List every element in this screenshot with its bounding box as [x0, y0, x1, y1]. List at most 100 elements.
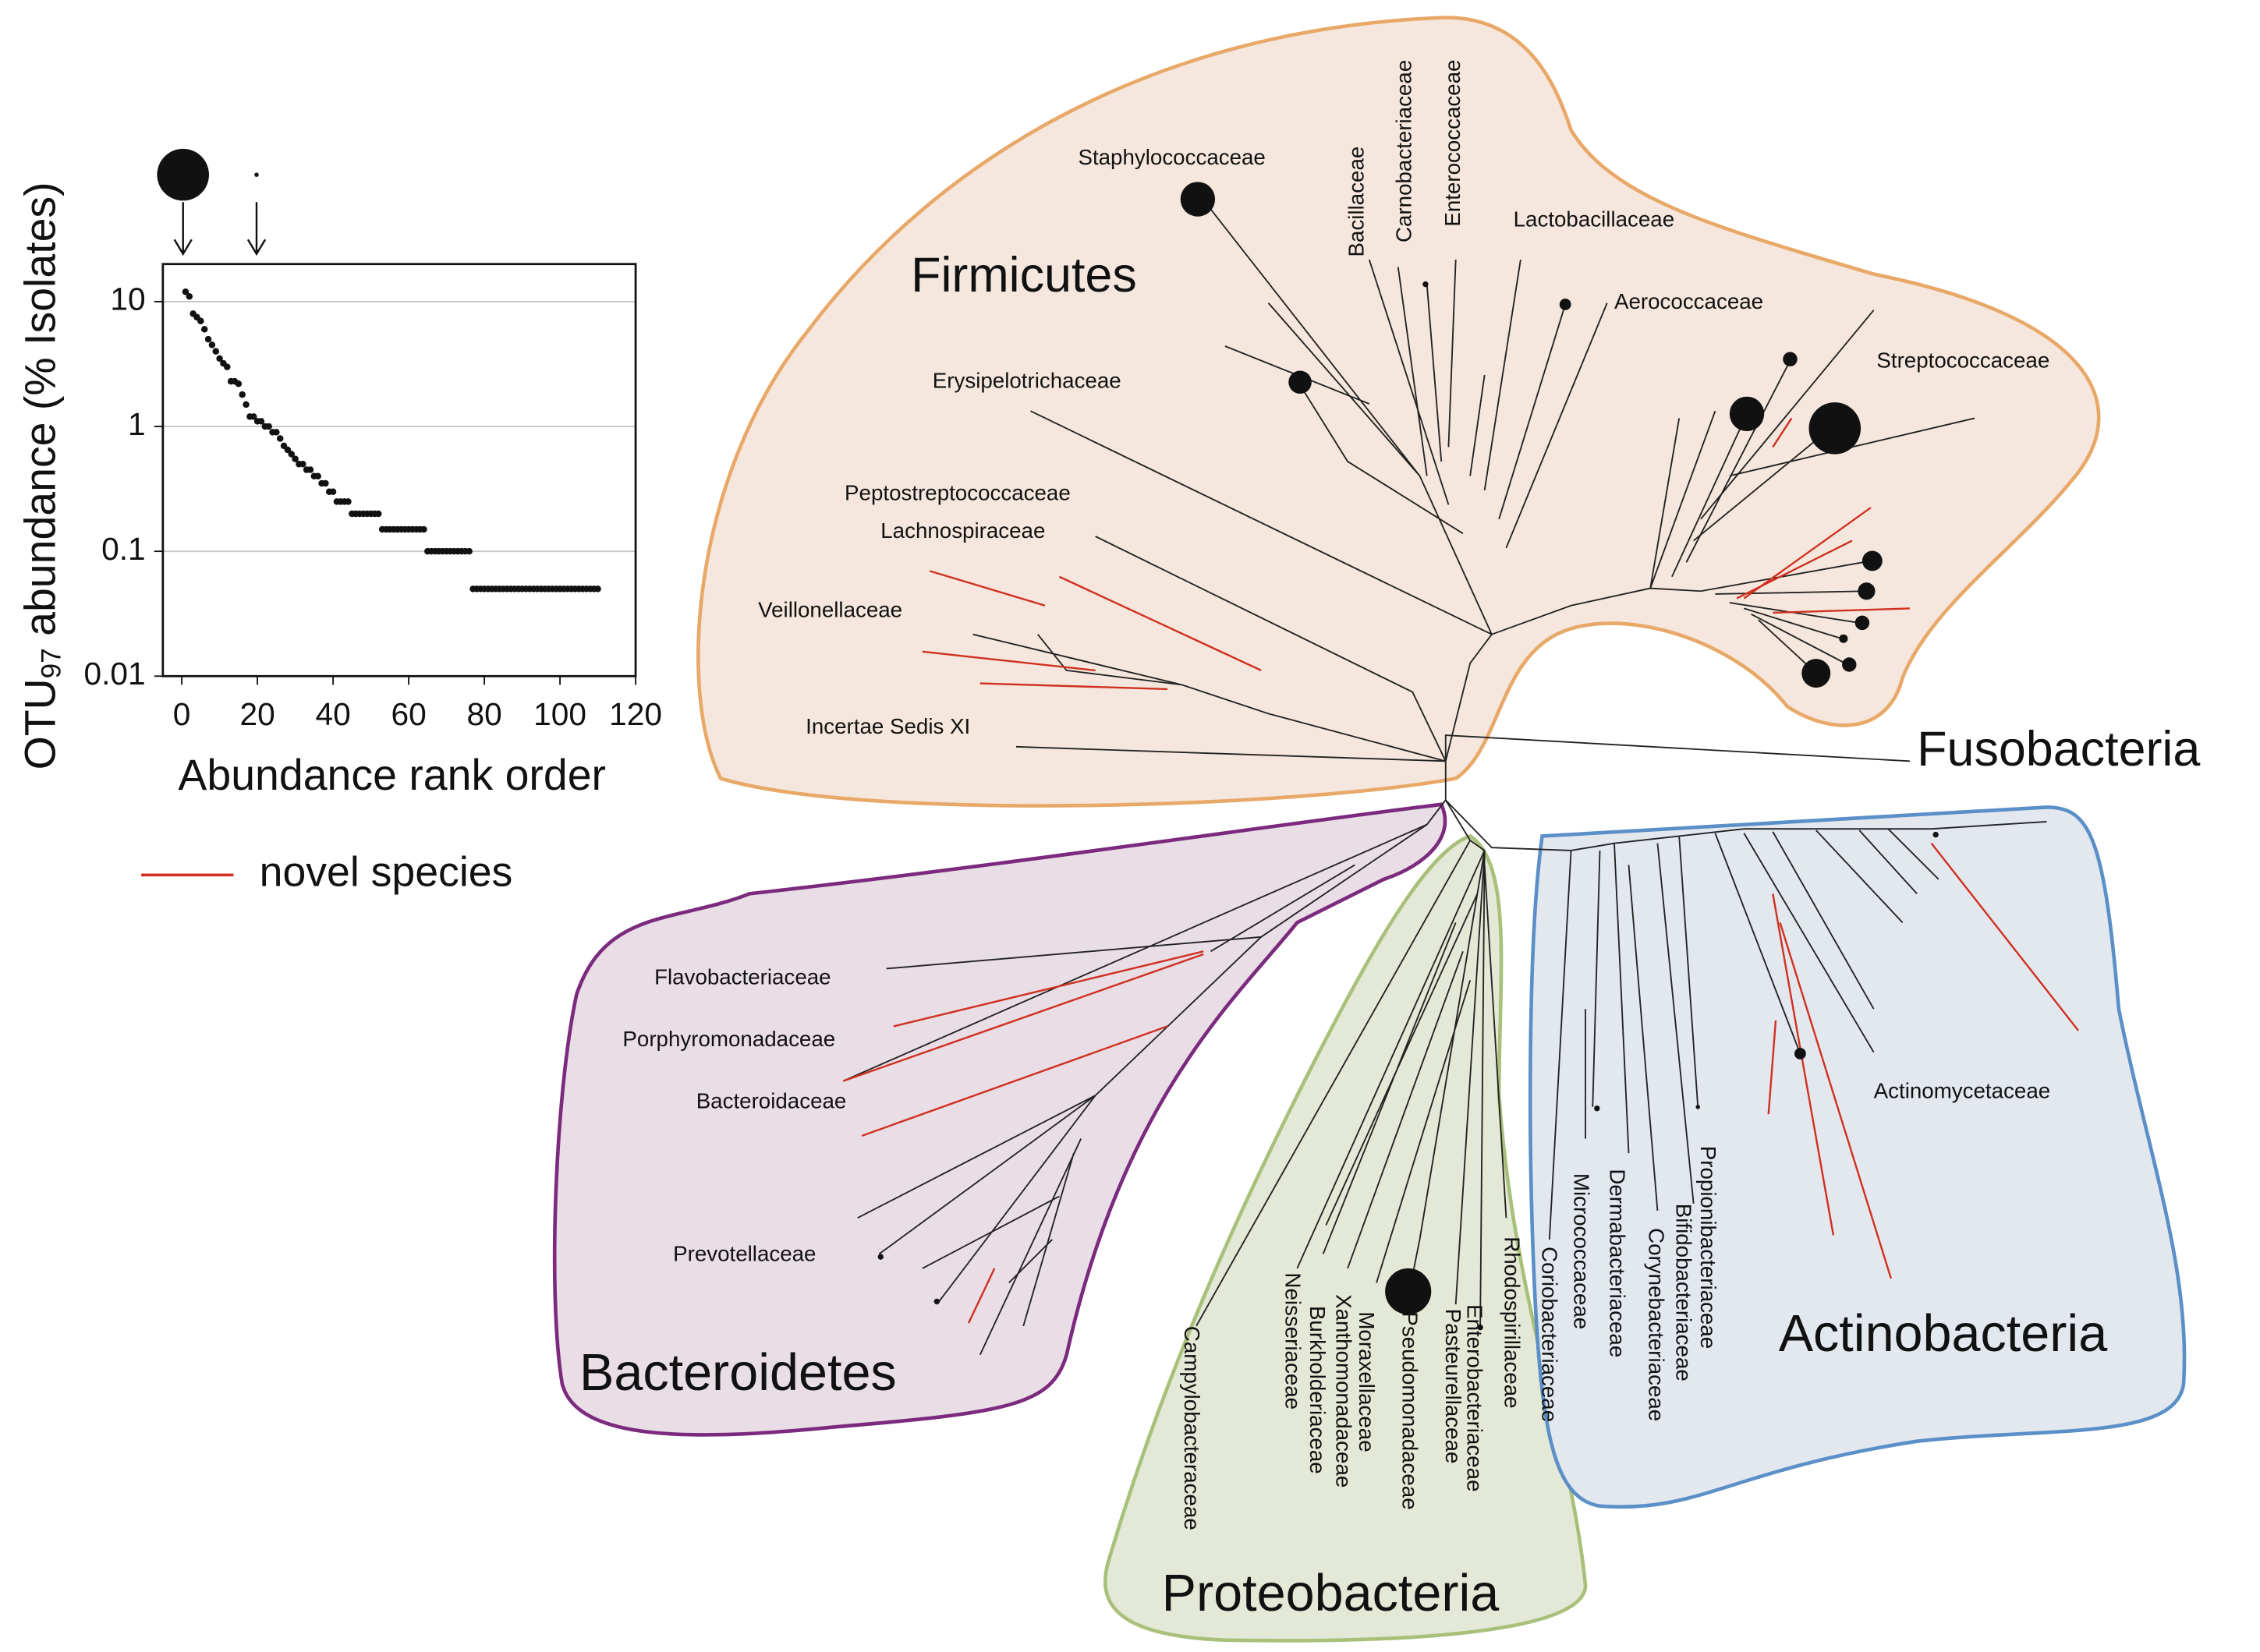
tip [1801, 659, 1831, 688]
point [276, 435, 284, 442]
family-label: Erysipelotrichaceae [933, 369, 1121, 393]
family-label: Prevotellaceae [673, 1242, 816, 1266]
tip [933, 1298, 940, 1305]
point [235, 380, 243, 387]
y-label-main: OTU [16, 678, 64, 769]
tip-nodes [877, 182, 1939, 1331]
clade-label: Fusobacteria [1917, 722, 2200, 776]
point [250, 413, 257, 420]
point [200, 326, 208, 333]
x-tick-label: 120 [609, 696, 662, 732]
actinobacteria-region [1528, 805, 2187, 1509]
tip [1839, 634, 1848, 643]
family-label: Actinomycetaceae [1874, 1079, 2051, 1103]
family-label: Peptostreptococcaceae [845, 481, 1071, 505]
tip [1729, 396, 1765, 432]
x-tick-label: 100 [533, 696, 586, 732]
point [375, 510, 382, 518]
novel-branches [842, 417, 2080, 1324]
x-tick-label: 60 [391, 696, 426, 732]
family-label: Lactobacillaceae [1514, 207, 1675, 232]
point [314, 472, 321, 480]
plot-frame [161, 263, 637, 677]
legend-label: novel species [260, 848, 513, 895]
family-label: Corynebacteriaceae [1644, 1228, 1668, 1421]
tip [1695, 1105, 1700, 1109]
x-tick-label: 20 [239, 696, 275, 732]
point [299, 460, 306, 468]
clade-label: Firmicutes [911, 248, 1137, 302]
tip [1385, 1268, 1432, 1315]
point [208, 341, 216, 348]
family-label: Enterobacteriaceae [1462, 1304, 1486, 1491]
point [239, 391, 246, 398]
tip [1932, 831, 1939, 838]
family-label: Burkholderiaceae [1305, 1306, 1330, 1474]
family-label: Propionibacteriaceae [1696, 1146, 1720, 1349]
clade-label: Proteobacteria [1162, 1565, 1500, 1622]
point [216, 355, 223, 363]
family-label: Coriobacteriaceae [1538, 1247, 1562, 1422]
y-tick-label: 10 [110, 281, 145, 317]
firmicutes-region [696, 16, 2101, 808]
family-label: Bacillaceae [1344, 147, 1368, 257]
point [292, 455, 299, 462]
size-key-large [157, 148, 209, 201]
tip [1842, 657, 1857, 672]
x-tick-label: 80 [466, 696, 501, 732]
x-tick-label: 0 [173, 696, 191, 732]
x-axis-label: Abundance rank order [178, 751, 606, 799]
y-tick-label: 0.01 [84, 656, 146, 692]
clade-label: Actinobacteria [1779, 1305, 2108, 1363]
tip [1288, 370, 1312, 394]
family-label: Dermabacteriaceae [1605, 1169, 1629, 1357]
family-label: Micrococcaceae [1569, 1173, 1593, 1329]
point [594, 585, 601, 593]
point [273, 429, 280, 436]
family-label: Moraxellaceae [1355, 1311, 1379, 1452]
point [306, 466, 314, 473]
point [212, 348, 219, 355]
family-label: Streptococcaceae [1876, 348, 2049, 373]
point [466, 547, 473, 555]
size-key-arrows [173, 202, 267, 256]
point [345, 498, 352, 505]
tip [877, 1254, 884, 1260]
size-key-small [254, 172, 259, 177]
family-label: Incertae Sedis XI [806, 714, 970, 738]
family-label: Campylobacteraceae [1180, 1326, 1204, 1530]
tip [1794, 1048, 1806, 1059]
point [288, 451, 295, 458]
y-tick-label: 1 [128, 406, 146, 442]
point [186, 293, 193, 300]
tip [1858, 582, 1876, 600]
family-label: Pasteurellaceae [1441, 1309, 1465, 1464]
point [420, 525, 427, 533]
point [322, 479, 329, 487]
y-label-subscript: 97 [37, 648, 67, 678]
point [224, 363, 231, 370]
tip [1180, 182, 1216, 217]
point [243, 401, 250, 409]
proteobacteria-region [1103, 833, 1588, 1643]
family-label: Bacteroidaceae [696, 1089, 847, 1113]
point [284, 446, 292, 454]
family-label: Porphyromonadaceae [622, 1027, 835, 1051]
tree-branches [842, 208, 2047, 1356]
tip [1854, 615, 1870, 631]
point [204, 335, 212, 343]
y-axis-label: OTU97 abundance (% Isolates) [16, 182, 67, 769]
family-label: Carnobacteriaceae [1391, 60, 1415, 242]
tip [1559, 299, 1571, 310]
family-label: Staphylococcaceae [1078, 145, 1265, 169]
bacteroidetes-region [552, 802, 1447, 1437]
family-label: Aerococcaceae [1614, 289, 1763, 313]
clade-label: Bacteroidetes [579, 1344, 897, 1402]
family-label: Xanthomonadaceae [1331, 1294, 1355, 1488]
tip [1783, 352, 1798, 366]
family-label: Lachnospiraceae [880, 518, 1045, 543]
tip [1594, 1105, 1600, 1112]
family-label: Rhodospirillaceae [1500, 1236, 1525, 1408]
y-tick-label: 0.1 [101, 531, 146, 567]
point [329, 488, 337, 496]
